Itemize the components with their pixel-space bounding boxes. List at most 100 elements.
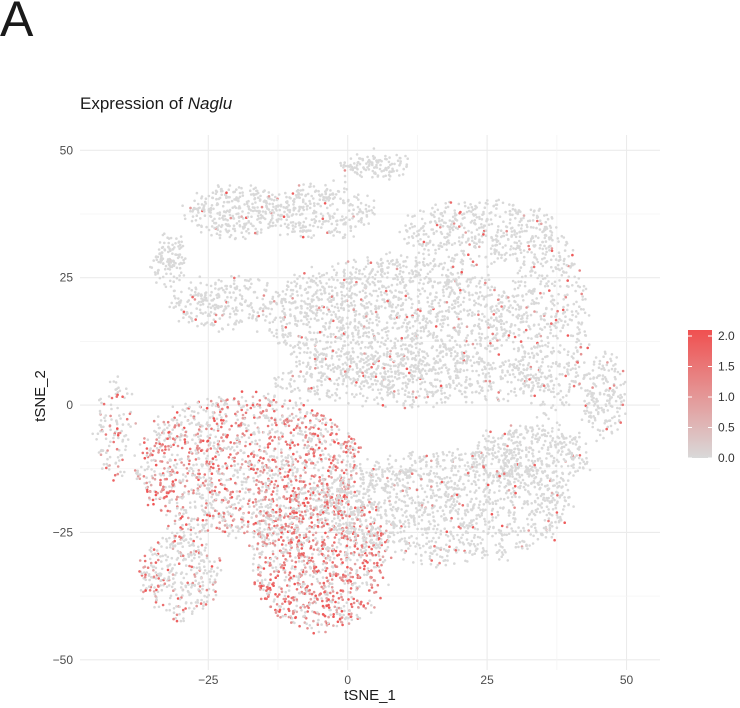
cell-point <box>459 317 463 321</box>
cell-point <box>288 308 292 311</box>
cell-point <box>501 308 505 311</box>
cell-point <box>171 480 175 483</box>
cell-point <box>361 334 365 338</box>
cell-point <box>275 335 279 339</box>
cell-point <box>351 446 355 450</box>
cell-point <box>197 588 200 591</box>
cell-point <box>268 404 272 407</box>
cell-point <box>280 587 283 590</box>
cell-point <box>333 478 336 482</box>
cell-point <box>278 608 282 612</box>
cell-point <box>169 594 173 598</box>
cell-point <box>432 331 436 335</box>
cell-point <box>356 333 360 336</box>
cell-point <box>197 469 201 472</box>
cell-point <box>166 527 169 530</box>
cell-point <box>159 481 162 485</box>
cell-point <box>288 468 292 472</box>
cell-point <box>487 278 491 282</box>
cell-point <box>315 577 319 581</box>
cell-point <box>320 292 323 296</box>
cell-point <box>358 553 361 557</box>
cell-point <box>375 534 378 538</box>
cell-point <box>304 513 308 517</box>
cell-point <box>171 547 175 550</box>
cell-point <box>317 569 320 573</box>
cell-point <box>192 526 195 530</box>
cell-point <box>228 428 231 431</box>
cell-point <box>280 528 284 532</box>
cell-point <box>396 303 400 307</box>
cell-point <box>455 312 458 315</box>
cell-point <box>249 433 253 437</box>
cell-point <box>198 568 202 571</box>
cell-point <box>361 365 365 369</box>
cell-point <box>313 343 317 347</box>
cell-point <box>192 416 196 420</box>
cell-point <box>503 291 506 295</box>
cell-point <box>495 316 498 320</box>
cell-point <box>195 463 198 466</box>
cell-point <box>243 423 247 427</box>
cell-point <box>295 604 299 608</box>
cell-point <box>353 455 356 458</box>
cell-point <box>148 589 152 592</box>
cell-point <box>223 483 226 487</box>
cell-point <box>411 357 415 360</box>
cell-point <box>447 275 450 278</box>
cell-point <box>428 305 431 308</box>
cell-point <box>340 443 343 446</box>
cell-point <box>191 610 194 613</box>
cell-point <box>166 461 169 464</box>
cell-point <box>300 319 303 322</box>
cell-point <box>301 515 305 518</box>
cell-point <box>167 448 171 451</box>
cell-point <box>490 285 494 289</box>
cell-point <box>320 585 324 589</box>
cell-point <box>322 545 325 549</box>
cell-point <box>276 614 280 617</box>
cell-point <box>257 535 261 538</box>
cell-point <box>381 555 385 558</box>
cell-point <box>291 565 294 568</box>
cell-point <box>328 498 332 502</box>
cell-point <box>349 587 353 590</box>
cell-point <box>317 553 321 556</box>
cell-point <box>314 507 317 510</box>
cell-point <box>555 377 558 381</box>
cell-point <box>390 358 393 361</box>
cell-point <box>146 566 150 569</box>
cell-point <box>275 328 279 332</box>
cell-point <box>253 405 256 409</box>
cell-point <box>327 278 331 281</box>
cell-point <box>352 360 356 364</box>
cell-point <box>320 414 323 417</box>
cell-point <box>348 515 351 518</box>
cell-point <box>355 381 358 384</box>
cell-point <box>419 336 423 340</box>
cell-point <box>257 430 261 433</box>
cell-point <box>298 375 301 378</box>
cell-point <box>169 432 173 435</box>
cell-point <box>258 438 261 442</box>
cell-point <box>344 574 347 578</box>
cell-point <box>447 368 451 371</box>
cell-point <box>152 419 156 423</box>
cell-point <box>381 275 384 278</box>
cell-point <box>349 474 353 477</box>
cell-point <box>237 400 240 404</box>
cell-point <box>272 334 276 338</box>
cell-point <box>308 574 312 577</box>
cell-point <box>379 571 382 574</box>
cell-point <box>325 567 329 570</box>
cell-point <box>415 346 418 350</box>
cell-point <box>175 498 178 501</box>
cell-point <box>381 576 385 579</box>
cell-point <box>258 552 261 555</box>
cell-point <box>314 537 317 540</box>
cell-point <box>335 591 339 595</box>
cell-point <box>315 304 318 308</box>
cell-point <box>246 502 250 506</box>
cell-point <box>143 575 147 579</box>
cell-point <box>290 412 294 416</box>
